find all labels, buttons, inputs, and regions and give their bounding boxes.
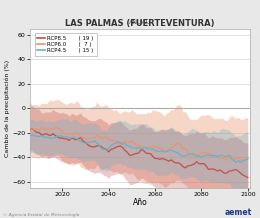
Text: ANUAL: ANUAL xyxy=(129,20,151,25)
X-axis label: Año: Año xyxy=(133,198,147,207)
Y-axis label: Cambio de la precipitación (%): Cambio de la precipitación (%) xyxy=(4,60,10,157)
Title: LAS PALMAS (FUERTEVENTURA): LAS PALMAS (FUERTEVENTURA) xyxy=(65,19,215,28)
Text: aemet: aemet xyxy=(225,208,252,217)
Legend: RCP8.5       ( 19 ), RCP6.0       (  7 ), RCP4.5       ( 15 ): RCP8.5 ( 19 ), RCP6.0 ( 7 ), RCP4.5 ( 15… xyxy=(35,33,96,56)
Text: © Agencia Estatal de Meteorología: © Agencia Estatal de Meteorología xyxy=(3,213,79,217)
